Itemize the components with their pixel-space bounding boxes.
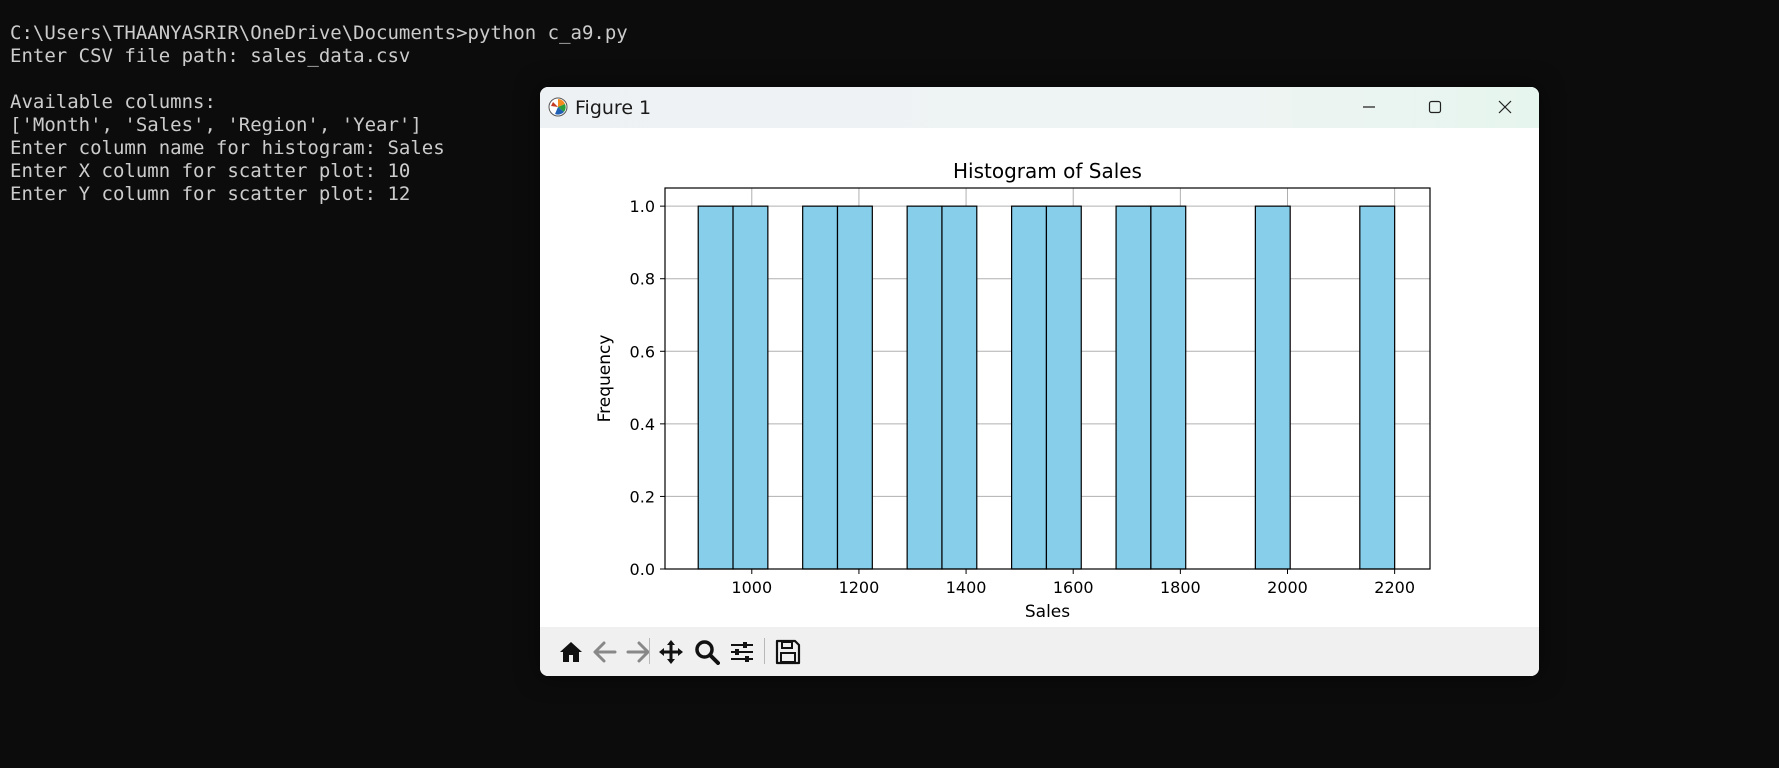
histogram-bar (836, 205, 873, 570)
histogram-bar (1045, 205, 1082, 570)
forward-button[interactable] (623, 637, 653, 667)
window-titlebar[interactable]: Figure 1 (540, 87, 1539, 128)
histogram-bar (697, 205, 734, 570)
axes-frame (664, 187, 1431, 570)
histogram-bar (1359, 205, 1396, 570)
y-tick-label: 0.8 (630, 270, 655, 289)
home-icon (560, 642, 582, 662)
home-button[interactable] (556, 637, 586, 667)
x-tick-label: 1800 (1160, 578, 1201, 597)
x-tick-label: 2200 (1374, 578, 1415, 597)
save-button[interactable] (773, 637, 803, 667)
y-tick-label: 0.2 (630, 487, 655, 506)
y-tick-label: 0.0 (630, 560, 655, 579)
close-button[interactable] (1474, 87, 1536, 128)
terminal-line: Enter column name for histogram: Sales (10, 137, 445, 159)
close-icon (1498, 100, 1512, 114)
histogram-chart: 1000 1200 1400 1600 1800 2000 2200 0.0 0.2 0.4 0.… (595, 159, 1431, 622)
matplotlib-icon (548, 97, 568, 117)
histogram-bar (802, 205, 839, 570)
histogram-bar (732, 205, 769, 570)
zoom-icon (695, 640, 720, 665)
configure-subplots-button[interactable] (727, 637, 757, 667)
terminal-line: Available columns: (10, 91, 216, 113)
y-tick-label: 0.4 (630, 415, 655, 434)
terminal-output: C:\Users\THAANYASRIR\OneDrive\Documents>… (10, 22, 628, 206)
histogram-bar (1254, 205, 1291, 570)
x-tick-label: 1600 (1053, 578, 1094, 597)
histogram-bar (906, 205, 943, 570)
x-tick-label: 1200 (839, 578, 880, 597)
x-tick-label: 1400 (946, 578, 987, 597)
zoom-button[interactable] (692, 637, 722, 667)
toolbar-separator (649, 638, 650, 664)
minimize-icon (1363, 106, 1375, 108)
terminal-line: Enter Y column for scatter plot: 12 (10, 183, 411, 205)
toolbar-separator (764, 638, 765, 664)
figure-window: Figure 1 1000 1200 1400 1600 1800 2000 2200 0.… (540, 87, 1539, 676)
pan-icon (659, 640, 683, 664)
forward-icon (626, 641, 650, 663)
x-axis-label: Sales (1025, 602, 1070, 622)
histogram-bar (1150, 205, 1187, 570)
histogram-bar (1115, 205, 1152, 570)
pan-button[interactable] (656, 637, 686, 667)
terminal-line: C:\Users\THAANYASRIR\OneDrive\Documents>… (10, 22, 628, 44)
x-tick-label: 1000 (731, 578, 772, 597)
y-tick-label: 1.0 (630, 197, 655, 216)
window-title: Figure 1 (575, 97, 652, 119)
terminal-line: Enter CSV file path: sales_data.csv (10, 45, 411, 67)
maximize-icon (1428, 100, 1442, 114)
terminal-line: Enter X column for scatter plot: 10 (10, 160, 411, 182)
back-button[interactable] (590, 637, 620, 667)
back-icon (593, 641, 617, 663)
chart-title: Histogram of Sales (953, 159, 1142, 183)
configure-subplots-icon (731, 642, 753, 662)
minimize-button[interactable] (1338, 87, 1400, 128)
histogram-bar (1011, 205, 1048, 570)
plot-canvas[interactable]: 1000 1200 1400 1600 1800 2000 2200 0.0 0.2 0.4 0.… (540, 128, 1539, 628)
y-axis-label: Frequency (595, 335, 615, 423)
terminal-line (10, 68, 628, 91)
terminal-line: ['Month', 'Sales', 'Region', 'Year'] (10, 114, 422, 136)
y-tick-label: 0.6 (630, 342, 655, 361)
x-tick-label: 2000 (1267, 578, 1308, 597)
histogram-bar (941, 205, 978, 570)
save-icon (775, 639, 801, 665)
navigation-toolbar (540, 627, 1539, 676)
maximize-button[interactable] (1404, 87, 1466, 128)
